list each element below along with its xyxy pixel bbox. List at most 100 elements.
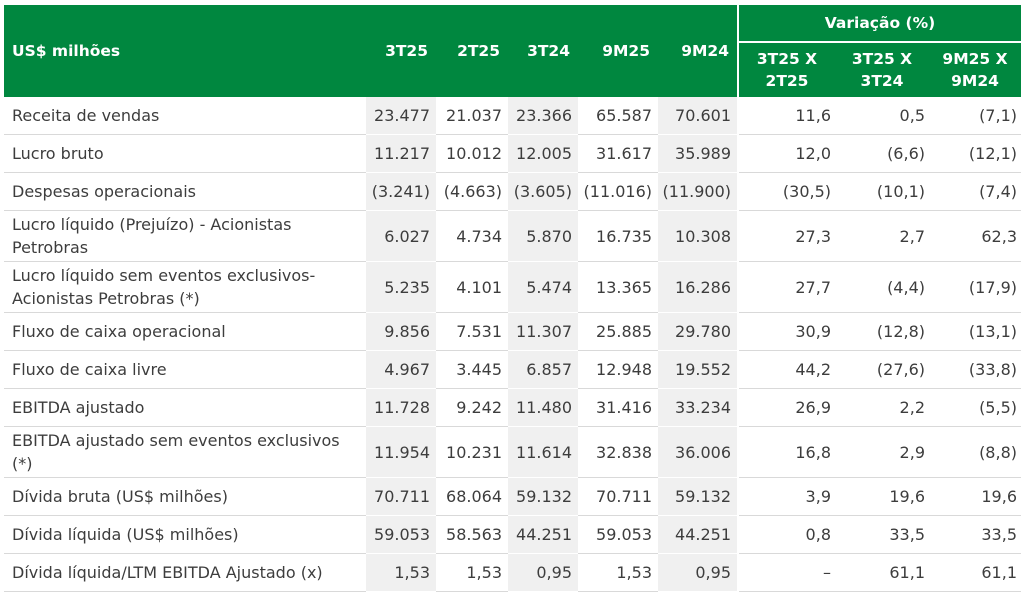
row-label: Lucro líquido sem eventos exclusivos- Aci…: [4, 261, 366, 313]
row-label-line: Lucro líquido (Prejuízo) - Acionistas: [12, 215, 292, 234]
value-cell: 16.286: [658, 261, 738, 313]
value-cell: 23.477: [366, 97, 436, 135]
row-label: Receita de vendas: [4, 97, 366, 135]
unit-label: US$ milhões: [4, 5, 366, 97]
variation-cell: 61,1: [929, 553, 1021, 592]
value-cell: 16.735: [578, 210, 658, 262]
variation-cell: 61,1: [835, 553, 929, 592]
row-label: Fluxo de caixa operacional: [4, 312, 366, 351]
table-header: US$ milhões 3T25 2T25 3T24 9M25 9M24 Var…: [4, 5, 1021, 97]
table-row: EBITDA ajustado 11.728 9.242 11.480 31.416 33…: [4, 388, 1021, 427]
table-row: Fluxo de caixa livre 4.967 3.445 6.857 12.94…: [4, 350, 1021, 389]
variation-cell: 0,5: [835, 97, 929, 135]
value-cell: 21.037: [436, 97, 508, 135]
value-cell: 59.132: [658, 477, 738, 516]
variation-cell: 26,9: [737, 388, 835, 427]
variation-cell: 2,2: [835, 388, 929, 427]
value-cell: (3.605): [508, 172, 578, 211]
variation-header-line: 9M24: [951, 72, 999, 90]
variation-cell: 62,3: [929, 210, 1021, 262]
variation-cell: (7,4): [929, 172, 1021, 211]
table-row: Despesas operacionais (3.241) (4.663) (3.60…: [4, 172, 1021, 211]
value-cell: 0,95: [658, 553, 738, 592]
variation-cell: 33,5: [835, 515, 929, 554]
value-cell: 32.838: [578, 426, 658, 478]
variation-column-header: 9M25 X 9M24: [929, 41, 1021, 97]
table-row: Dívida bruta (US$ milhões) 70.711 68.064 59…: [4, 477, 1021, 516]
value-cell: 70.711: [366, 477, 436, 516]
variation-cell: (33,8): [929, 350, 1021, 389]
row-label: Dívida líquida (US$ milhões): [4, 515, 366, 554]
value-cell: 11.954: [366, 426, 436, 478]
variation-cell: (5,5): [929, 388, 1021, 427]
value-cell: 1,53: [578, 553, 658, 592]
table-row: Dívida líquida (US$ milhões) 59.053 58.563…: [4, 515, 1021, 554]
financial-summary-table: US$ milhões 3T25 2T25 3T24 9M25 9M24 Var…: [4, 5, 1021, 592]
value-cell: 7.531: [436, 312, 508, 351]
value-cell: 12.005: [508, 134, 578, 173]
value-cell: 68.064: [436, 477, 508, 516]
row-label-line: (*): [12, 454, 33, 473]
table-row: EBITDA ajustado sem eventos exclusivos (*…: [4, 426, 1021, 478]
row-label: Lucro bruto: [4, 134, 366, 173]
value-cell: 4.734: [436, 210, 508, 262]
variation-cell: –: [737, 553, 835, 592]
value-cell: 65.587: [578, 97, 658, 135]
table-body: Receita de vendas 23.477 21.037 23.366 65.58…: [4, 97, 1021, 592]
variation-cell: (17,9): [929, 261, 1021, 313]
value-cell: 11.217: [366, 134, 436, 173]
variation-header-line: 2T25: [765, 72, 809, 90]
value-cell: (4.663): [436, 172, 508, 211]
value-cell: 36.006: [658, 426, 738, 478]
value-cell: 11.614: [508, 426, 578, 478]
value-cell: 5.870: [508, 210, 578, 262]
variation-column-header: 3T25 X 3T24: [835, 41, 929, 97]
variation-header-line: 9M25 X: [942, 50, 1008, 68]
value-cell: 11.307: [508, 312, 578, 351]
variation-cell: (8,8): [929, 426, 1021, 478]
value-cell: (3.241): [366, 172, 436, 211]
value-cell: (11.016): [578, 172, 658, 211]
value-cell: 58.563: [436, 515, 508, 554]
value-cell: 35.989: [658, 134, 738, 173]
column-header: 3T25: [366, 5, 436, 97]
value-cell: 0,95: [508, 553, 578, 592]
value-cell: 25.885: [578, 312, 658, 351]
variation-cell: 0,8: [737, 515, 835, 554]
table-row: Lucro bruto 11.217 10.012 12.005 31.617 35.98…: [4, 134, 1021, 173]
financial-table-panel: US$ milhões 3T25 2T25 3T24 9M25 9M24 Var…: [4, 5, 1021, 592]
variation-cell: 27,7: [737, 261, 835, 313]
variation-cell: (10,1): [835, 172, 929, 211]
column-header: 9M25: [578, 5, 658, 97]
row-label: EBITDA ajustado sem eventos exclusivos (*…: [4, 426, 366, 478]
value-cell: 70.711: [578, 477, 658, 516]
variation-cell: 2,9: [835, 426, 929, 478]
row-label: Lucro líquido (Prejuízo) - Acionistas Pet…: [4, 210, 366, 262]
value-cell: 10.012: [436, 134, 508, 173]
row-label: Fluxo de caixa livre: [4, 350, 366, 389]
row-label-line: Lucro líquido sem eventos exclusivos-: [12, 266, 316, 285]
variation-cell: (7,1): [929, 97, 1021, 135]
value-cell: 44.251: [508, 515, 578, 554]
value-cell: 12.948: [578, 350, 658, 389]
value-cell: 31.416: [578, 388, 658, 427]
variation-cell: (4,4): [835, 261, 929, 313]
variation-cell: 44,2: [737, 350, 835, 389]
value-cell: 44.251: [658, 515, 738, 554]
value-cell: 59.053: [366, 515, 436, 554]
value-cell: 59.053: [578, 515, 658, 554]
row-label-line: Acionistas Petrobras (*): [12, 289, 200, 308]
variation-header-line: 3T24: [860, 72, 904, 90]
row-label-line: Petrobras: [12, 238, 89, 257]
value-cell: 70.601: [658, 97, 738, 135]
value-cell: 10.308: [658, 210, 738, 262]
column-header: 2T25: [436, 5, 508, 97]
variation-cell: 16,8: [737, 426, 835, 478]
variation-cell: 2,7: [835, 210, 929, 262]
value-cell: 31.617: [578, 134, 658, 173]
value-cell: 11.480: [508, 388, 578, 427]
value-cell: 4.967: [366, 350, 436, 389]
value-cell: 1,53: [366, 553, 436, 592]
row-label: EBITDA ajustado: [4, 388, 366, 427]
value-cell: 59.132: [508, 477, 578, 516]
